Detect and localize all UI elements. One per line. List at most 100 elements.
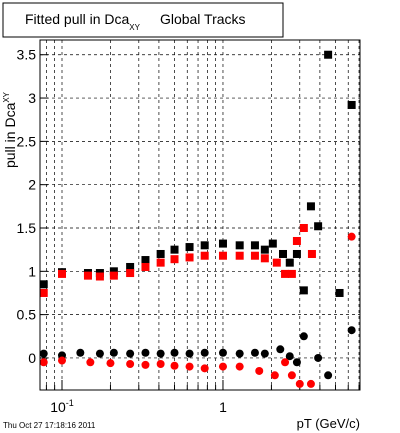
point [83,271,92,280]
point [307,249,316,258]
x-tick-label: 1 [219,399,227,415]
point [347,326,356,335]
point [170,245,179,254]
x-tick-label: 10-1 [50,398,74,415]
chart-title: Fitted pull in DcaXY Global Tracks [25,11,246,32]
point [306,202,315,211]
marks [39,50,356,388]
title-subscript: XY [129,23,140,32]
title-main: Fitted pull in Dca [25,11,129,27]
point [260,254,269,263]
point [287,371,296,380]
point [39,349,48,358]
point [299,332,308,341]
point [109,271,118,280]
x-tick-label-exponent: -1 [66,398,74,408]
point [281,358,290,367]
ylabel-main: pull in Dca [2,102,18,168]
point [250,348,259,357]
y-axis-label: pull in DcaXY [2,91,18,168]
point [292,236,301,245]
point [58,356,67,365]
point [335,288,344,297]
point [185,253,194,262]
ylabel-subscript: XY [2,91,11,102]
point [109,267,118,276]
point [185,349,194,358]
point [170,348,179,357]
point [58,269,67,278]
point [141,348,150,357]
y-tick-label: 2 [28,177,36,193]
y-tick-label: 0.5 [17,307,37,323]
y-tick-label: 1 [28,263,36,279]
point [126,262,135,271]
x-axis-label: pT (GeV/c) [297,416,360,431]
point [95,272,104,281]
point [276,345,285,354]
y-tick-label: 0 [28,350,36,366]
point [324,50,333,59]
point [292,249,301,258]
y-tick-label: 1.5 [17,220,37,236]
point [200,241,209,250]
point [200,251,209,260]
y-tick-label: 2.5 [17,133,37,149]
point [200,348,209,357]
point [141,262,150,271]
point [235,241,244,250]
point [235,362,244,371]
point [235,349,244,358]
frame [39,39,361,391]
point [235,251,244,260]
point [324,371,333,380]
point [314,353,323,362]
point [39,280,48,289]
point [95,349,104,358]
point [141,256,150,265]
point [260,349,269,358]
point [106,359,115,368]
point [218,362,227,371]
point [314,222,323,231]
point [272,258,281,267]
point [76,348,85,357]
point [279,249,288,258]
point [218,348,227,357]
point [170,361,179,370]
point [299,286,308,295]
point [126,349,135,358]
point [109,348,118,357]
point [299,223,308,232]
point [347,232,356,241]
point [281,269,290,278]
point [218,239,227,248]
point [295,379,304,388]
point [156,249,165,258]
point [260,245,269,254]
point [126,269,135,278]
point [306,379,315,388]
footer: Thu Oct 27 17:18:16 2011 [3,421,96,430]
point [126,360,135,369]
point [268,239,277,248]
x-tick-label-base: 1 [219,399,227,415]
y-tick-label: 3 [28,90,36,106]
title-suffix: Global Tracks [160,11,246,27]
point [185,243,194,252]
x-tick-label-base: 10 [50,399,66,415]
point [39,288,48,297]
point [185,362,194,371]
point [39,358,48,367]
point [141,360,150,369]
y-tick-label: 3.5 [17,47,37,63]
point [270,371,279,380]
point [347,100,356,109]
point [156,360,165,369]
title-box [2,2,284,38]
point [170,255,179,264]
point [292,358,301,367]
point [156,258,165,267]
